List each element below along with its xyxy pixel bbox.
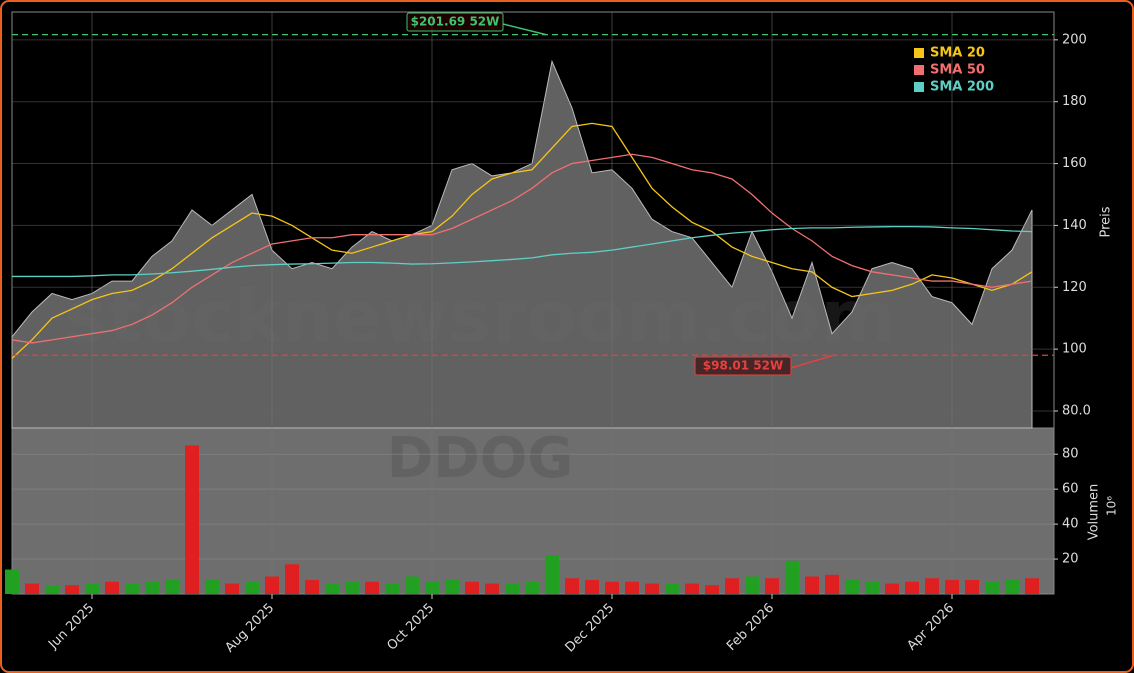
sma-line (12, 226, 1033, 278)
volume-bar (225, 583, 239, 594)
legend-swatch (914, 48, 924, 58)
volume-bar (45, 585, 59, 594)
y-tick-label: 20 (1062, 552, 1079, 567)
volume-bar (265, 576, 279, 594)
volume-bar (845, 580, 859, 594)
volume-bar (925, 578, 939, 594)
volume-bar (585, 580, 599, 594)
y-tick-label: 40 (1062, 517, 1079, 532)
annotation-box (694, 356, 792, 376)
y-tick-label: 160 (1062, 156, 1087, 171)
y-tick-label: 60 (1062, 482, 1079, 497)
volume-bar (85, 583, 99, 594)
legend-label: SMA 20 (930, 46, 985, 61)
volume-bar (425, 581, 439, 594)
volume-bar (625, 581, 639, 594)
volume-bar (605, 581, 619, 594)
volume-bar (165, 580, 179, 594)
watermark: DDOG (387, 426, 574, 491)
volume-bar (325, 583, 339, 594)
volume-bar (305, 580, 319, 594)
volume-bar (245, 581, 259, 594)
volume-bar (25, 583, 39, 594)
y-tick-label: 200 (1062, 32, 1087, 47)
volume-bar (485, 583, 499, 594)
volume-bar (865, 581, 879, 594)
volume-bar (545, 555, 559, 594)
annotation-arrow (790, 354, 834, 369)
annotation-arrow (502, 23, 547, 36)
volume-bar (645, 583, 659, 594)
volume-bar (665, 583, 679, 594)
volume-bar (5, 569, 19, 594)
legend-swatch (914, 65, 924, 75)
y-tick-label: 120 (1062, 280, 1087, 295)
volume-bar (825, 574, 839, 594)
volume-bar (365, 581, 379, 594)
volume-bar (145, 581, 159, 594)
volume-bar (685, 583, 699, 594)
volume-bar (185, 445, 199, 594)
volume-bar (1005, 580, 1019, 594)
volume-bar (125, 583, 139, 594)
volume-bar (805, 576, 819, 594)
y-axis-label: Volumen (1087, 484, 1102, 541)
volume-bar (705, 585, 719, 594)
legend-label: SMA 50 (930, 63, 985, 78)
volume-bar (465, 581, 479, 594)
volume-bar (1025, 578, 1039, 594)
annotation-label: $201.69 52W (411, 15, 500, 29)
volume-bar (385, 583, 399, 594)
y-tick-label: 80.0 (1062, 403, 1091, 418)
volume-bar (505, 583, 519, 594)
y-tick-label: 100 (1062, 342, 1087, 357)
volume-bar (565, 578, 579, 594)
volume-bar (725, 578, 739, 594)
volume-bar (985, 581, 999, 594)
volume-bar (285, 564, 299, 594)
y-tick-label: 80 (1062, 447, 1079, 462)
y-axis-unit: 10⁶ (1105, 496, 1119, 516)
volume-bar (105, 581, 119, 594)
volume-bar (785, 560, 799, 594)
annotation-box (406, 12, 504, 32)
volume-bar (945, 580, 959, 594)
volume-bar (745, 576, 759, 594)
volume-bar (965, 580, 979, 594)
sma-line (11, 122, 1033, 359)
volume-bar (65, 585, 79, 594)
annotation-label: $98.01 52W (703, 359, 783, 373)
volume-bar (405, 576, 419, 594)
volume-bar (345, 581, 359, 594)
volume-bar (905, 581, 919, 594)
volume-bar (445, 580, 459, 594)
volume-bar (885, 583, 899, 594)
legend-label: SMA 200 (930, 80, 994, 95)
legend-swatch (914, 82, 924, 92)
sma-line (11, 153, 1033, 344)
volume-bar (205, 580, 219, 594)
price-area (11, 59, 1033, 429)
y-tick-label: 180 (1062, 94, 1087, 109)
volume-bar (765, 578, 779, 594)
y-tick-label: 140 (1062, 218, 1087, 233)
volume-bar (525, 581, 539, 594)
y-axis-label: Preis (1099, 206, 1114, 237)
